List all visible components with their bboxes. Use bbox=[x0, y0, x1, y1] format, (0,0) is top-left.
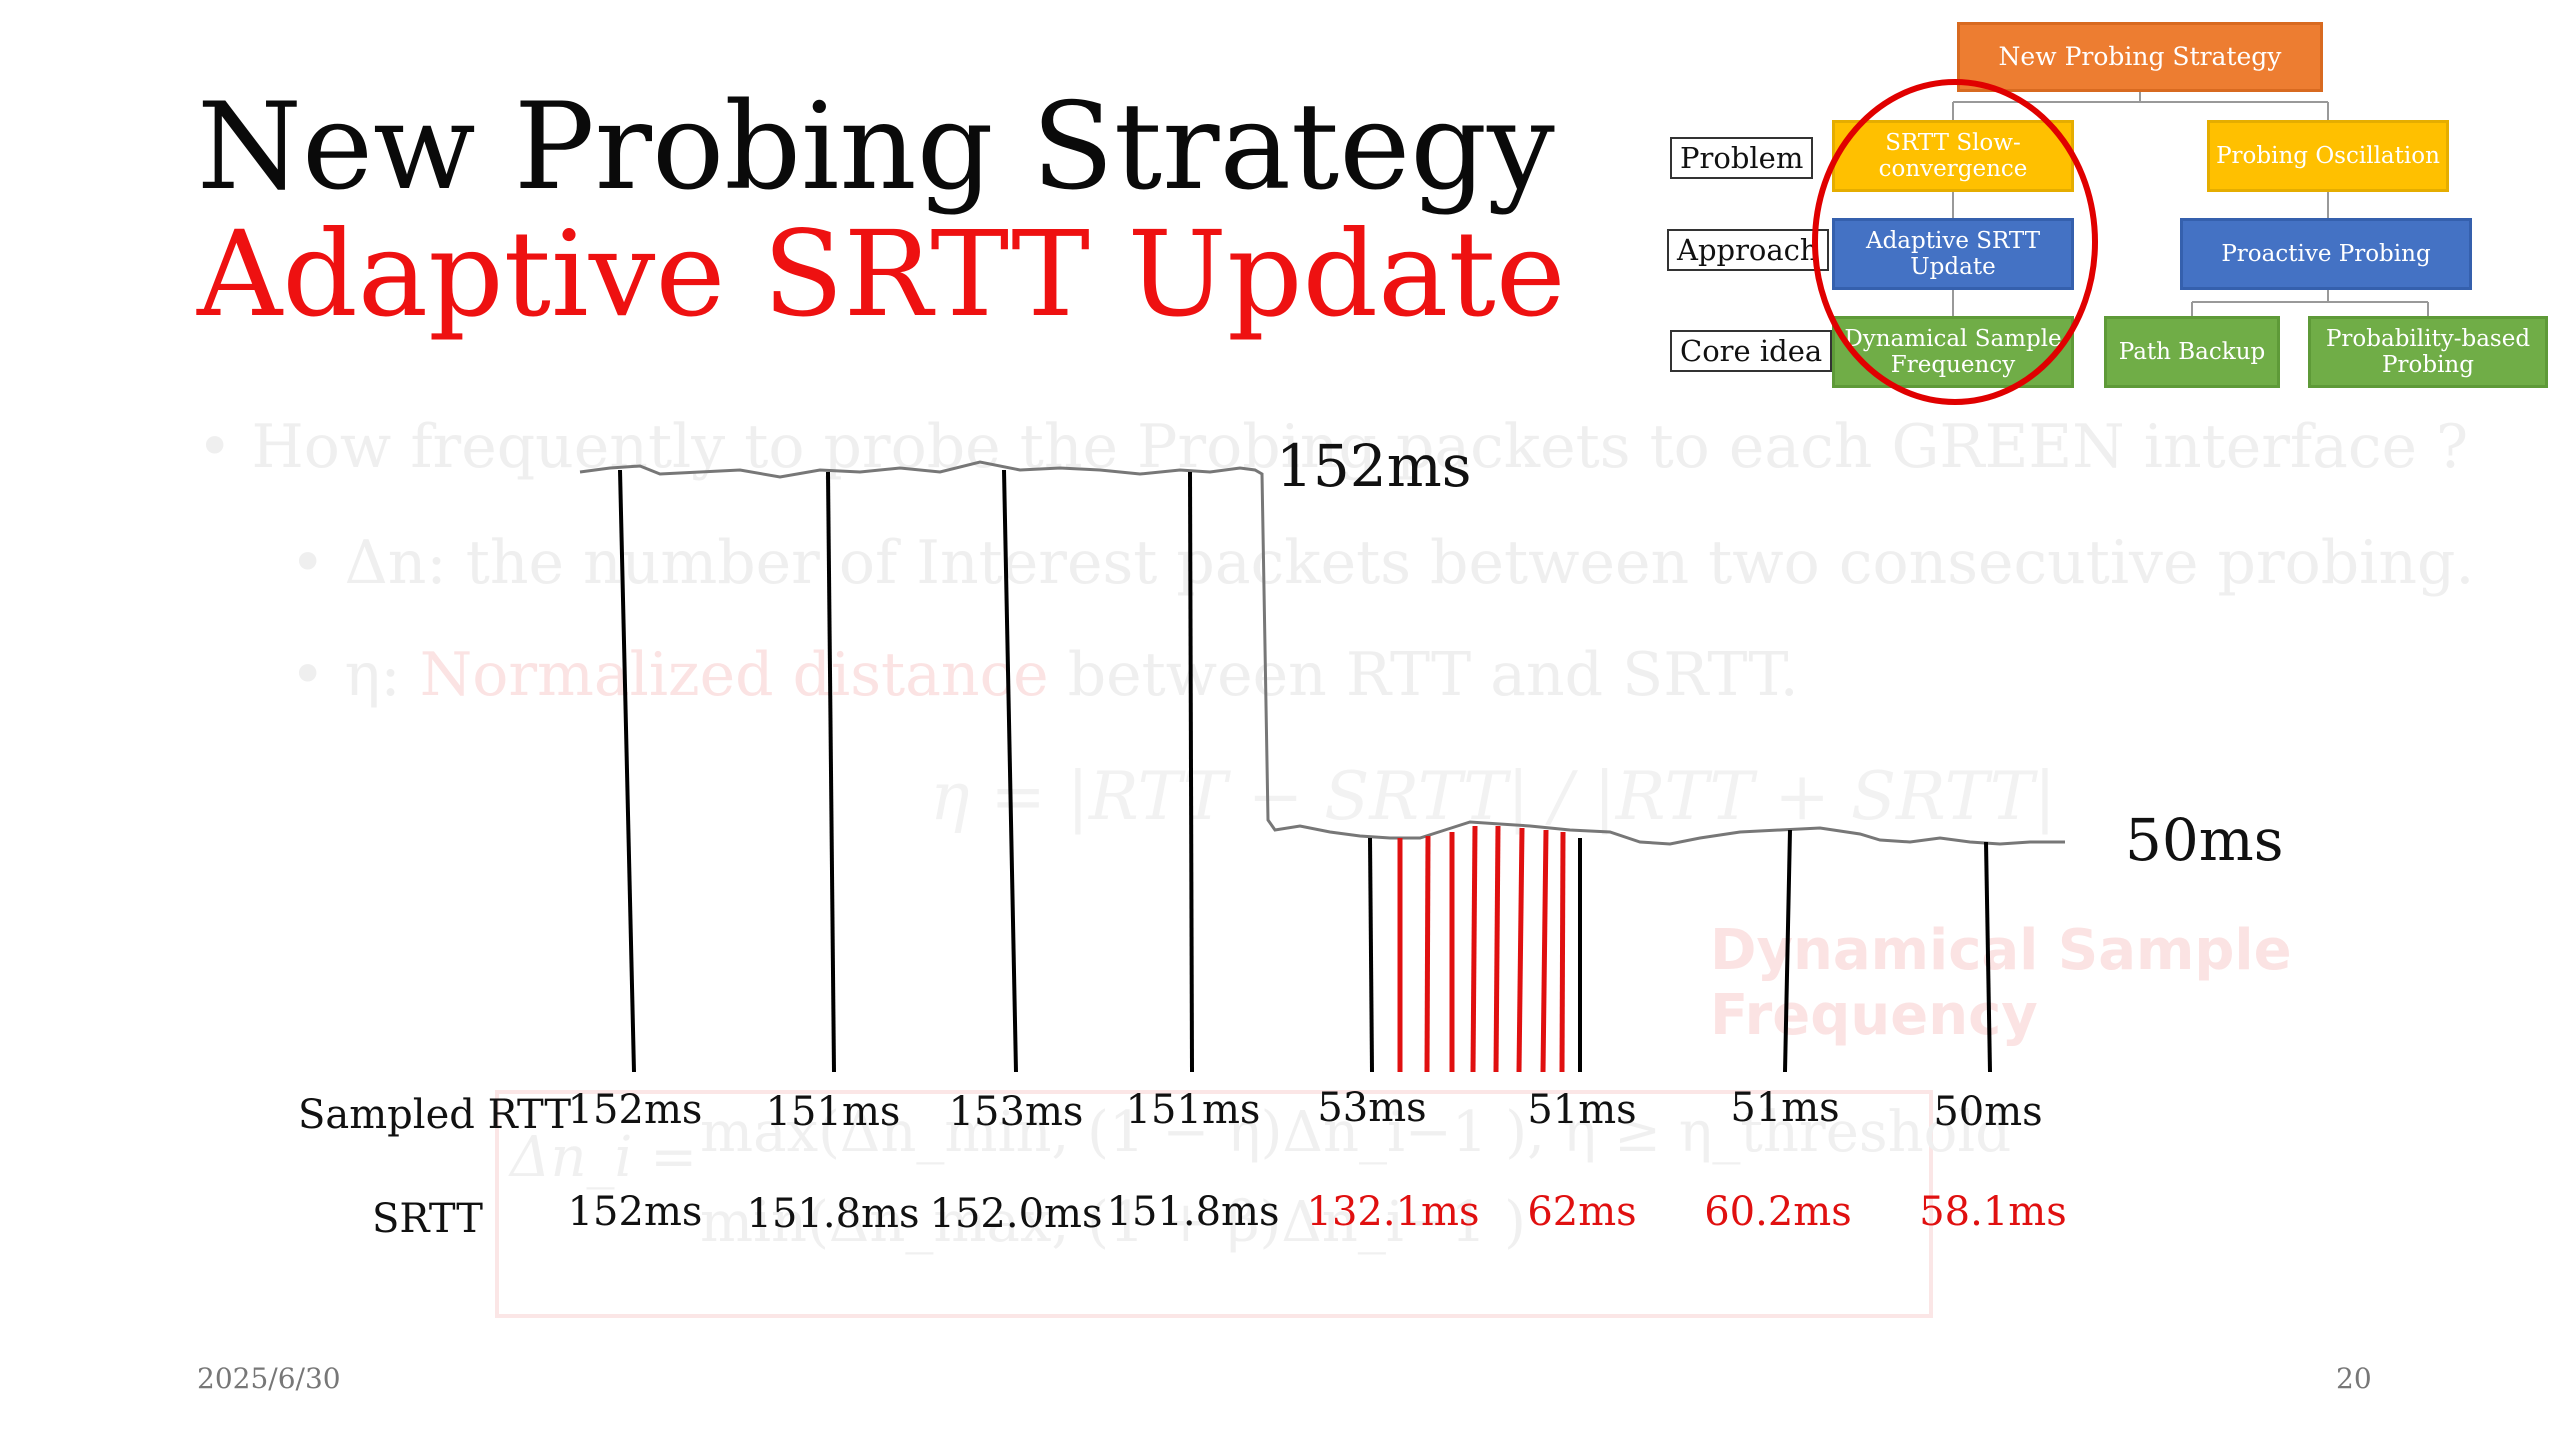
srtt-value: 58.1ms bbox=[1919, 1189, 2067, 1235]
tree-node-proactive-probing: Proactive Probing bbox=[2180, 218, 2472, 290]
bg-bullet-2: • Δn: the number of Interest packets bet… bbox=[290, 528, 2475, 598]
connector bbox=[1952, 92, 2329, 120]
label-152ms: 152ms bbox=[1276, 432, 1472, 500]
tree-node-path-backup: Path Backup bbox=[2104, 316, 2280, 388]
row-label-srtt: SRTT bbox=[372, 1196, 483, 1242]
sampled-rtt-value: 51ms bbox=[1730, 1085, 1840, 1131]
sample-line bbox=[1783, 829, 1792, 1073]
tree-connectors bbox=[1952, 92, 2429, 316]
highlight-circle bbox=[1812, 79, 2098, 405]
sampled-rtt-value: 153ms bbox=[948, 1089, 1084, 1135]
dense-sample-line bbox=[1516, 827, 1525, 1073]
rtt-curve bbox=[579, 460, 2065, 846]
srtt-value: 152.0ms bbox=[929, 1191, 1103, 1237]
bg-formula-line1: max(Δn_min, (1 − η)Δn_i−1 ), η ≥ η_thres… bbox=[700, 1100, 2012, 1165]
slide-title: New Probing Strategy bbox=[197, 78, 1555, 217]
bg-bullet-3-prefix: • η: bbox=[290, 640, 420, 710]
connector bbox=[1952, 290, 2429, 316]
sample-line bbox=[618, 469, 636, 1073]
tree-row-label-core-idea: Core idea bbox=[1670, 330, 1833, 372]
dense-sample-line bbox=[1493, 825, 1501, 1073]
sampled-rtt-value: 151ms bbox=[765, 1089, 901, 1135]
sample-line bbox=[1002, 469, 1018, 1073]
footer-date: 2025/6/30 bbox=[197, 1362, 341, 1395]
bg-formula-box bbox=[495, 1090, 1933, 1318]
sample-line bbox=[1188, 471, 1194, 1073]
connector bbox=[1952, 192, 2329, 218]
sampled-rtt-value: 50ms bbox=[1933, 1089, 2043, 1135]
srtt-value: 60.2ms bbox=[1704, 1189, 1852, 1235]
black-sample-lines bbox=[618, 469, 1992, 1073]
page-number: 20 bbox=[2336, 1362, 2372, 1395]
tree-node-probability-based-probing: Probability-based Probing bbox=[2308, 316, 2548, 388]
srtt-value: 62ms bbox=[1527, 1189, 1637, 1235]
srtt-value: 152ms bbox=[567, 1189, 703, 1235]
tree-row-label-problem: Problem bbox=[1670, 137, 1814, 179]
sampled-rtt-value: 53ms bbox=[1317, 1085, 1427, 1131]
row-label-sampled-rtt: Sampled RTT bbox=[298, 1092, 572, 1138]
highlight-ellipse bbox=[1812, 79, 2098, 405]
dense-sample-line bbox=[1559, 831, 1566, 1073]
red-sample-lines bbox=[1397, 825, 1566, 1073]
tree-node-probing-oscillation: Probing Oscillation bbox=[2207, 120, 2449, 192]
srtt-value: 132.1ms bbox=[1306, 1189, 1480, 1235]
bg-formula-lhs: Δn_i = bbox=[510, 1125, 698, 1190]
srtt-value: 151.8ms bbox=[1106, 1189, 1280, 1235]
slide-subtitle: Adaptive SRTT Update bbox=[197, 205, 1566, 343]
dense-sample-line bbox=[1470, 825, 1478, 1073]
sample-line bbox=[1984, 841, 1992, 1073]
srtt-value: 151.8ms bbox=[746, 1191, 920, 1237]
bg-bullet-3-red: Normalized distance bbox=[419, 640, 1049, 710]
tree-node-srtt-slow-convergence: SRTT Slow-convergence bbox=[1832, 120, 2074, 192]
tree-node-adaptive-srtt-update: Adaptive SRTT Update bbox=[1832, 218, 2074, 290]
dense-sample-line bbox=[1424, 835, 1431, 1073]
sampled-rtt-value: 51ms bbox=[1527, 1087, 1637, 1133]
bg-tag: Dynamical Sample Frequency bbox=[1710, 918, 2292, 1048]
bg-bullet-1: • How frequently to probe the Probing pa… bbox=[197, 412, 2469, 482]
label-50ms: 50ms bbox=[2125, 806, 2284, 874]
sample-line bbox=[1368, 837, 1374, 1073]
sampled-rtt-value: 152ms bbox=[567, 1087, 703, 1133]
sampled-rtt-value: 151ms bbox=[1125, 1087, 1261, 1133]
tree-row-label-approach: Approach bbox=[1667, 229, 1829, 271]
tree-root-node: New Probing Strategy bbox=[1957, 22, 2323, 92]
dense-sample-line bbox=[1540, 829, 1549, 1073]
bg-formula-line2: min(Δn_max, (1 + β)Δn_i−1 ) bbox=[700, 1190, 1526, 1255]
tree-node-dynamical-sample-frequency: Dynamical Sample Frequency bbox=[1832, 316, 2074, 388]
sample-line bbox=[826, 471, 836, 1073]
